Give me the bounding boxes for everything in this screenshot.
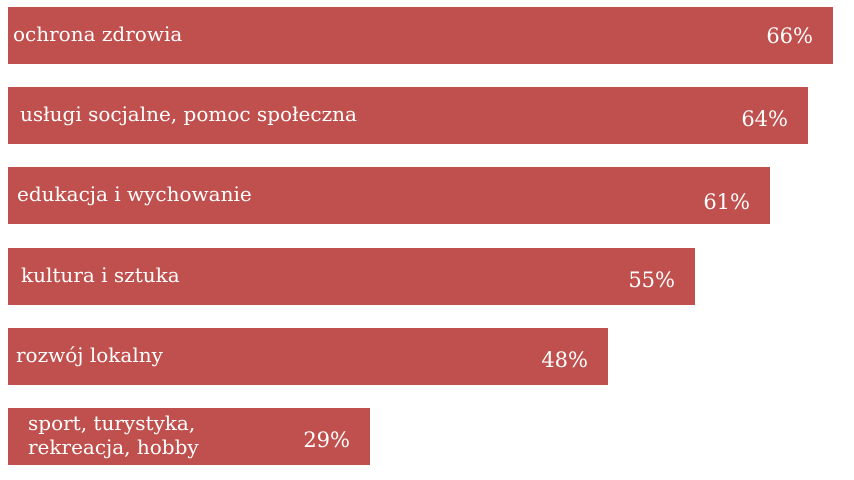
- category-label: ochrona zdrowia: [13, 21, 183, 46]
- bar: [8, 167, 770, 224]
- bar: [8, 328, 608, 385]
- value-label: 55%: [628, 267, 675, 292]
- value-label: 61%: [703, 189, 750, 214]
- category-label: kultura i sztuka: [21, 262, 180, 287]
- bar: [8, 248, 695, 305]
- value-label: 66%: [766, 23, 813, 48]
- bar: [8, 7, 833, 64]
- bar: [8, 87, 808, 144]
- category-label: edukacja i wychowanie: [17, 181, 252, 206]
- category-label: usługi socjalne, pomoc społeczna: [20, 101, 357, 126]
- bar: [8, 408, 370, 465]
- category-label: sport, turystyka, rekreacja, hobby: [28, 410, 199, 459]
- value-label: 64%: [741, 106, 788, 131]
- category-label: rozwój lokalny: [16, 342, 163, 367]
- value-label: 29%: [303, 427, 350, 452]
- value-label: 48%: [541, 347, 588, 372]
